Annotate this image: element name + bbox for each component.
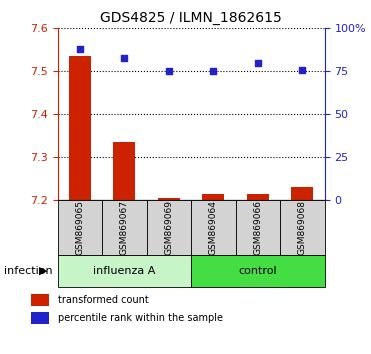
Text: GSM869068: GSM869068 xyxy=(298,200,307,255)
Bar xyxy=(113,142,135,200)
Point xyxy=(255,60,261,65)
Bar xyxy=(31,294,49,306)
Text: ▶: ▶ xyxy=(39,266,47,276)
Text: influenza A: influenza A xyxy=(93,266,155,276)
Bar xyxy=(158,198,180,200)
Bar xyxy=(58,200,102,255)
Text: percentile rank within the sample: percentile rank within the sample xyxy=(58,313,223,323)
Point xyxy=(166,68,172,74)
Text: GSM869069: GSM869069 xyxy=(164,200,173,255)
Text: transformed count: transformed count xyxy=(58,295,149,305)
Bar xyxy=(69,56,91,200)
Bar xyxy=(191,200,236,255)
Text: GSM869067: GSM869067 xyxy=(120,200,129,255)
Text: infection: infection xyxy=(4,266,52,276)
Text: control: control xyxy=(239,266,277,276)
Bar xyxy=(236,200,280,255)
Bar xyxy=(58,255,191,287)
Point xyxy=(77,46,83,52)
Point xyxy=(299,67,305,72)
Title: GDS4825 / ILMN_1862615: GDS4825 / ILMN_1862615 xyxy=(100,11,282,24)
Text: GSM869066: GSM869066 xyxy=(253,200,262,255)
Bar xyxy=(247,194,269,200)
Text: GSM869064: GSM869064 xyxy=(209,200,218,255)
Point xyxy=(121,55,127,60)
Bar xyxy=(31,312,49,324)
Text: GSM869065: GSM869065 xyxy=(75,200,84,255)
Bar xyxy=(102,200,147,255)
Bar xyxy=(191,255,325,287)
Bar xyxy=(280,200,325,255)
Bar xyxy=(202,194,224,200)
Point xyxy=(210,68,216,74)
Bar xyxy=(147,200,191,255)
Bar xyxy=(291,187,313,200)
